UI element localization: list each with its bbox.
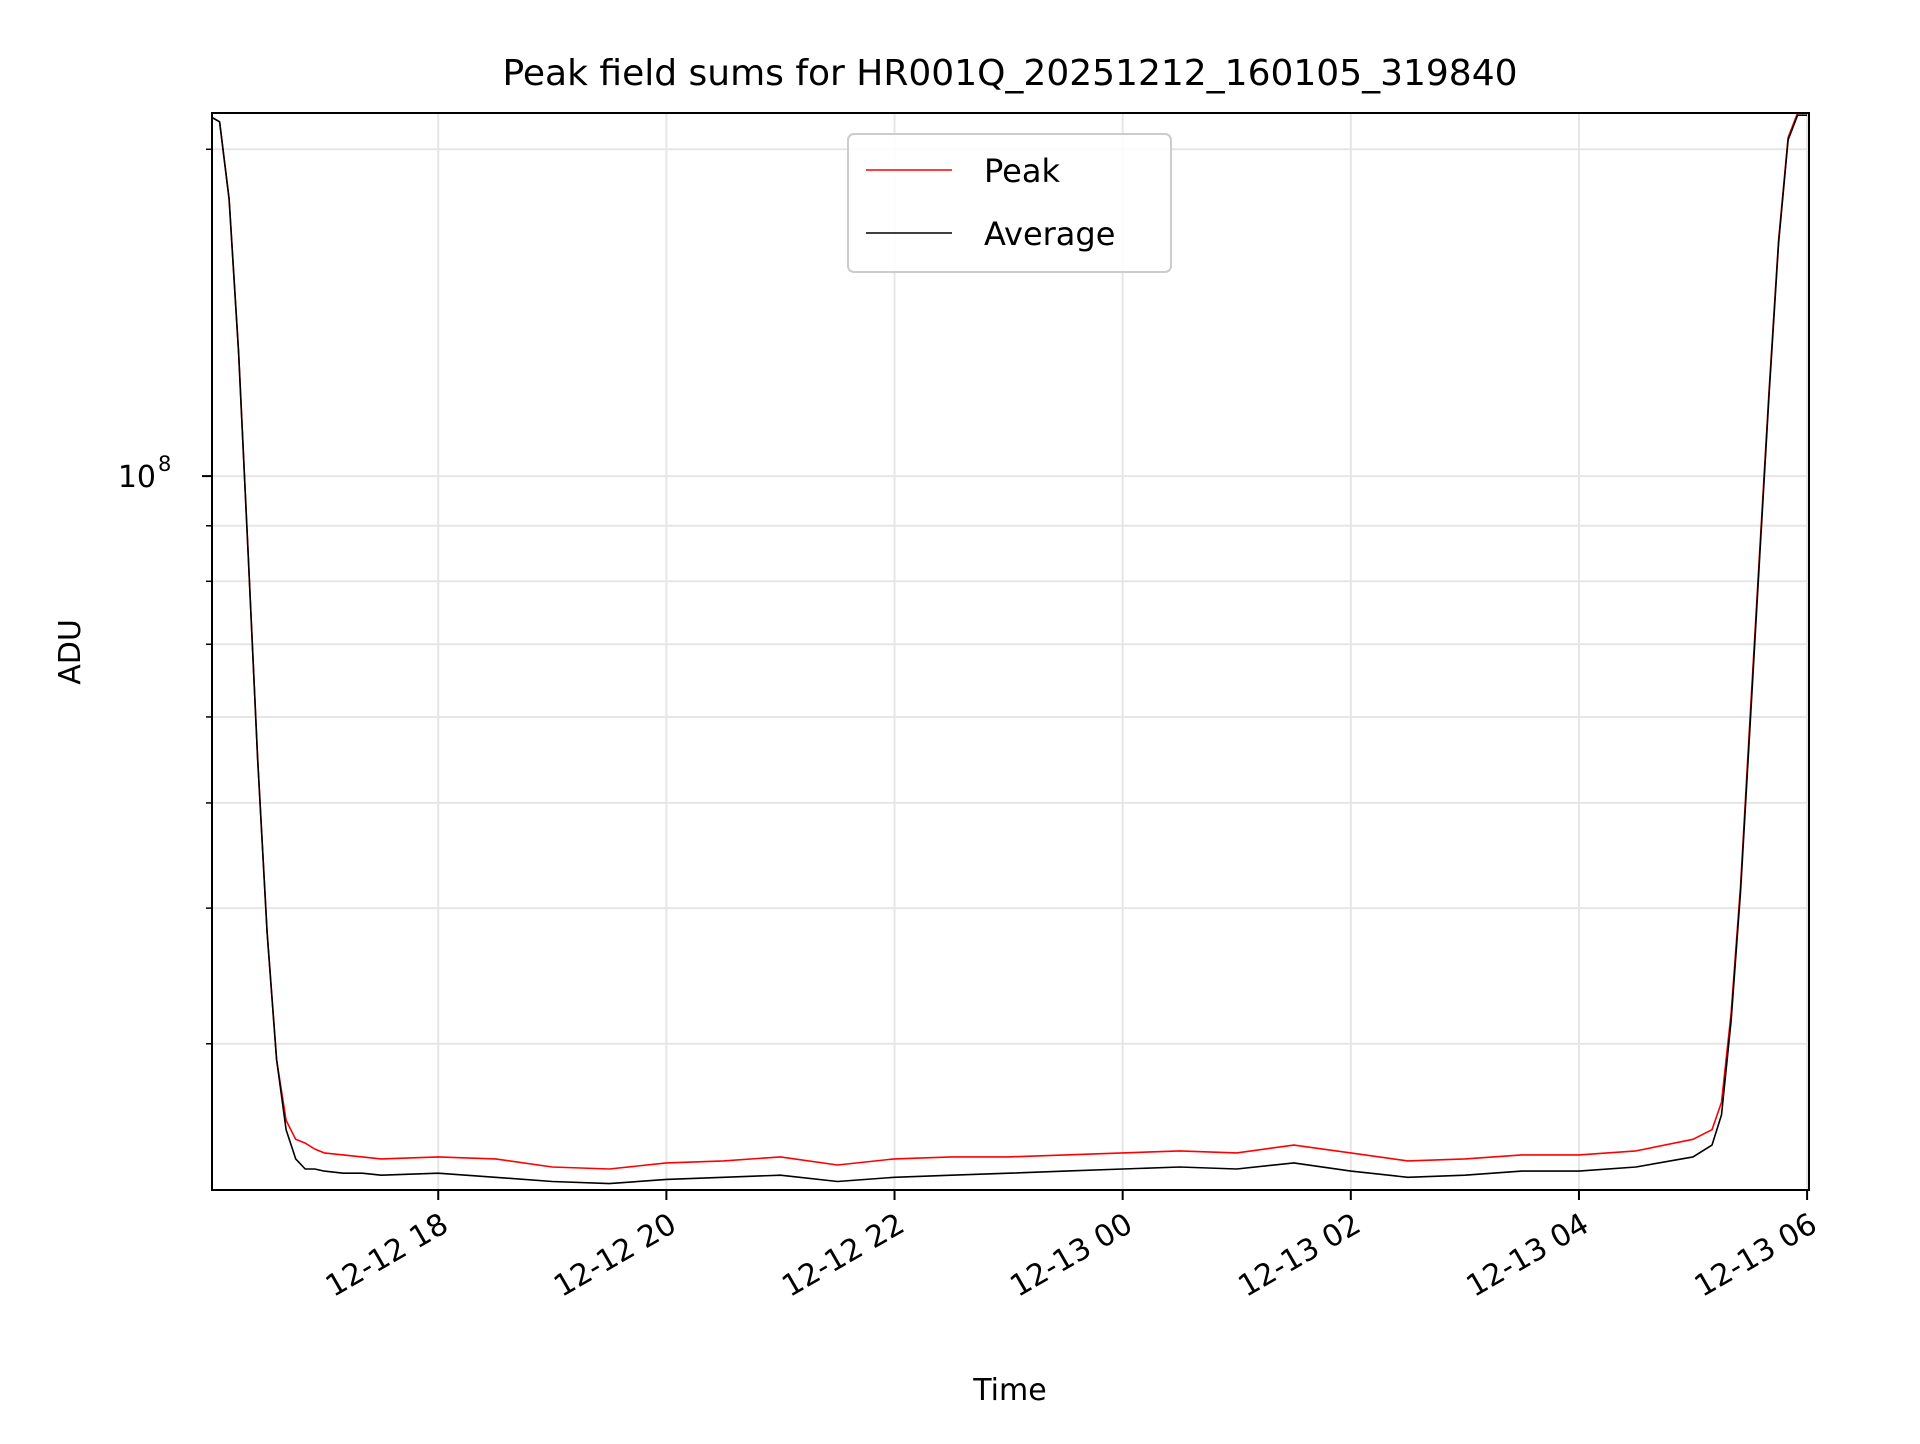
legend-box bbox=[847, 133, 1172, 273]
series-line-peak bbox=[211, 112, 1808, 1170]
plot-frame bbox=[211, 112, 1810, 1191]
y-axis-label: ADU bbox=[53, 619, 88, 685]
y-tick-label-base: 10 bbox=[118, 460, 156, 495]
series-line-average bbox=[211, 114, 1808, 1185]
legend: Peak Average bbox=[847, 133, 1172, 273]
x-axis-label: Time bbox=[972, 1373, 1046, 1408]
series-layer bbox=[211, 112, 1808, 1185]
chart-title: Peak field sums for HR001Q_20251212_1601… bbox=[502, 53, 1517, 94]
legend-average-label: Average bbox=[984, 215, 1115, 253]
legend-peak-label: Peak bbox=[984, 152, 1060, 190]
y-tick-label-exponent: 8 bbox=[158, 452, 171, 476]
